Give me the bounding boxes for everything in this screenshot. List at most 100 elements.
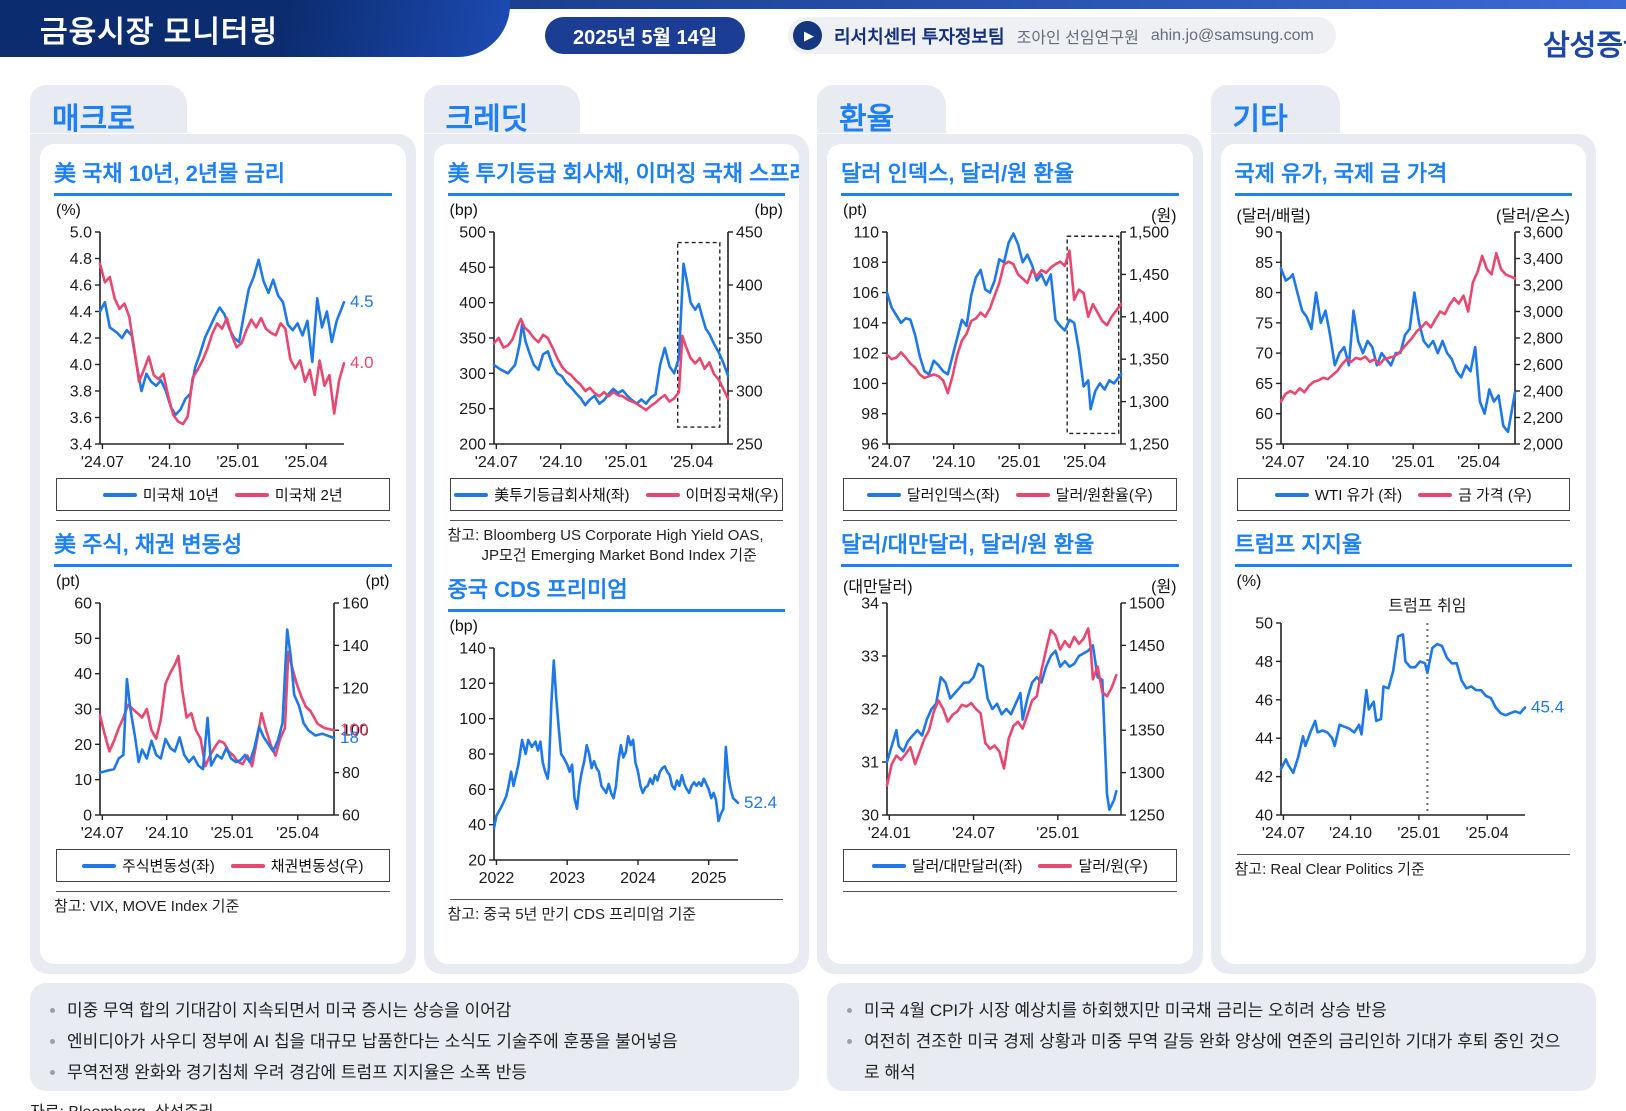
chart-note: 참고: Bloomberg US Corporate High Yield OA…	[447, 527, 764, 544]
svg-text:2025: 2025	[690, 870, 726, 887]
svg-text:'25.04: '25.04	[1457, 454, 1500, 471]
svg-text:60: 60	[1255, 406, 1273, 423]
svg-text:110: 110	[853, 225, 879, 242]
svg-text:4.2: 4.2	[70, 331, 92, 348]
legend-line-swatch	[645, 492, 680, 497]
svg-text:18: 18	[340, 728, 359, 747]
legend-line-swatch	[866, 492, 901, 497]
comment-item: 무역전쟁 완화와 경기침체 우려 경감에 트럼프 지지율은 소폭 반등	[50, 1057, 779, 1088]
right-axis-unit: (원)	[1151, 579, 1177, 596]
right-axis-unit: (bp)	[754, 202, 783, 219]
chart-oil-gold: 국제 유가, 국제 금 가격 (달러/배럴) (달러/온스) 55 60 65 70 7…	[1234, 156, 1572, 521]
svg-text:3,600: 3,600	[1523, 225, 1563, 242]
comments-left-box: 미중 무역 합의 기대감이 지속되면서 미국 증시는 상승을 이어감 엔비디아가 …	[30, 983, 799, 1091]
svg-text:98: 98	[861, 406, 879, 423]
legend-line-swatch	[81, 863, 116, 868]
legend-item: 주식변동성(좌)	[81, 855, 215, 876]
chart-columns: 매크로 美 국채 10년, 2년물 금리 (%) 3.4 3.6 3.8 4.0 4.2…	[30, 85, 1596, 974]
svg-text:31: 31	[861, 755, 879, 772]
bullet-dot	[50, 1039, 55, 1044]
legend-label: 달러/대만달러(좌)	[911, 858, 1023, 875]
legend: WTI 유가 (좌) 금 가격 (우)	[1236, 478, 1570, 511]
section-tab-fx: 환율	[817, 85, 947, 136]
legend-label: WTI 유가 (좌)	[1314, 487, 1403, 504]
svg-text:'25.01: '25.01	[1036, 825, 1079, 842]
section-macro: 매크로 美 국채 10년, 2년물 금리 (%) 3.4 3.6 3.8 4.0 4.2…	[30, 85, 416, 974]
chart-title: 달러/대만달러, 달러/원 환율	[841, 527, 1179, 567]
svg-text:60: 60	[468, 782, 486, 799]
svg-text:45.4: 45.4	[1531, 697, 1564, 716]
svg-text:80: 80	[468, 747, 486, 764]
legend: 주식변동성(좌) 채권변동성(우)	[56, 849, 390, 882]
legend-item: 달러/대만달러(좌)	[871, 855, 1023, 876]
samsung-securities-logo: 삼성증권	[1543, 30, 1626, 62]
svg-text:20: 20	[74, 737, 92, 754]
svg-text:'25.04: '25.04	[670, 454, 713, 471]
svg-text:'25.01: '25.01	[1397, 825, 1440, 842]
legend-item: 미국채 2년	[234, 484, 343, 505]
svg-text:48: 48	[1255, 654, 1273, 671]
svg-text:108: 108	[852, 255, 879, 272]
left-axis-unit: (%)	[1236, 573, 1262, 590]
svg-text:'25.01: '25.01	[604, 454, 647, 471]
comment-item: 엔비디아가 사우디 정부에 AI 칩을 대규모 납품한다는 소식도 기술주에 훈…	[50, 1026, 779, 1057]
svg-text:1300: 1300	[1129, 765, 1165, 782]
svg-text:1,300: 1,300	[1129, 394, 1169, 411]
svg-text:'24.07: '24.07	[952, 825, 995, 842]
svg-text:250: 250	[736, 437, 763, 454]
legend-line-swatch	[1418, 492, 1453, 497]
team-info-pill: ▶ 리서치센터 투자정보팀 조아인 선임연구원 ahin.jo@samsung.…	[788, 17, 1336, 54]
bullet-dot	[50, 1008, 55, 1013]
svg-text:'25.01: '25.01	[216, 454, 259, 471]
summary-comments: 미중 무역 합의 기대감이 지속되면서 미국 증시는 상승을 이어감 엔비디아가 …	[30, 983, 1596, 1091]
date-badge: 2025년 5월 14일	[545, 17, 746, 54]
svg-text:3.4: 3.4	[70, 437, 92, 454]
svg-text:55: 55	[1255, 437, 1273, 454]
bullet-dot	[50, 1070, 55, 1075]
svg-text:4.8: 4.8	[70, 251, 92, 268]
svg-text:350: 350	[459, 331, 486, 348]
svg-text:75: 75	[1255, 315, 1273, 332]
svg-text:2023: 2023	[549, 870, 585, 887]
trump-approval-plot: 40 42 44 46 48 50 '24.07 '24.10 '25.01 '25.04 트럼프 …	[1255, 597, 1564, 842]
svg-text:250: 250	[459, 401, 486, 418]
svg-text:'25.04: '25.04	[1465, 825, 1508, 842]
legend-label: 달러/원환율(우)	[1055, 487, 1153, 504]
comment-text: 여전히 견조한 미국 경제 상황과 미중 무역 갈등 완화 양상에 연준의 금리…	[864, 1032, 1561, 1082]
svg-text:트럼프 취임: 트럼프 취임	[1388, 597, 1466, 615]
svg-text:1,450: 1,450	[1129, 267, 1169, 284]
svg-text:0: 0	[83, 808, 92, 825]
oil-gold-plot: 55 60 65 70 75 80 85 90 2,000 2,200 2,400 2,600 2,80…	[1255, 225, 1563, 472]
svg-text:'24.07: '24.07	[474, 454, 517, 471]
legend-item: 달러/원환율(우)	[1015, 484, 1153, 505]
bullet-dot	[847, 1039, 852, 1044]
chart-ust-rates: 美 국채 10년, 2년물 금리 (%) 3.4 3.6 3.8 4.0 4.2 4.4 4…	[54, 156, 392, 521]
legend-item: WTI 유가 (좌)	[1274, 484, 1403, 505]
svg-text:'24.07: '24.07	[1261, 825, 1304, 842]
author-name: 조아인 선임연구원	[1016, 29, 1139, 47]
svg-text:100: 100	[342, 723, 369, 740]
legend-line-swatch	[454, 492, 489, 497]
svg-text:'24.10: '24.10	[1328, 825, 1371, 842]
chart-trump-approval: 트럼프 지지율 (%) 40 42 44 46 48 50 '24.07 '24.10 '25.…	[1234, 527, 1572, 880]
svg-text:50: 50	[1255, 616, 1273, 633]
legend-item: 미국채 10년	[102, 484, 219, 505]
left-axis-unit: (달러/배럴)	[1236, 208, 1311, 225]
legend: 미국채 10년 미국채 2년	[56, 478, 390, 511]
divider	[1236, 854, 1570, 855]
svg-text:2,800: 2,800	[1523, 331, 1563, 348]
legend-label: 달러/원(우)	[1078, 858, 1148, 875]
divider	[56, 891, 390, 892]
chart-dollar-index: 달러 인덱스, 달러/원 환율 (pt) (원) 96 98 100 102 104 10…	[841, 156, 1179, 521]
svg-text:1,250: 1,250	[1129, 437, 1169, 454]
svg-text:'24.10: '24.10	[1326, 454, 1369, 471]
svg-text:40: 40	[468, 817, 486, 834]
twd-krw-plot: 30 31 32 33 34 1250 1300 1350 1400 1450 1500 '24.01…	[861, 596, 1165, 843]
svg-text:'24.10: '24.10	[148, 454, 191, 471]
credit-spreads-plot: 200 250 300 350 400 450 500 250 300 350 400 450 '24.…	[459, 225, 763, 472]
section-label: 크레딧	[445, 103, 529, 136]
svg-text:102: 102	[852, 346, 879, 363]
legend-line-swatch	[1015, 492, 1050, 497]
divider	[56, 520, 390, 521]
chart-note: 참고: 중국 5년 만기 CDS 프리미엄 기준	[447, 906, 697, 923]
